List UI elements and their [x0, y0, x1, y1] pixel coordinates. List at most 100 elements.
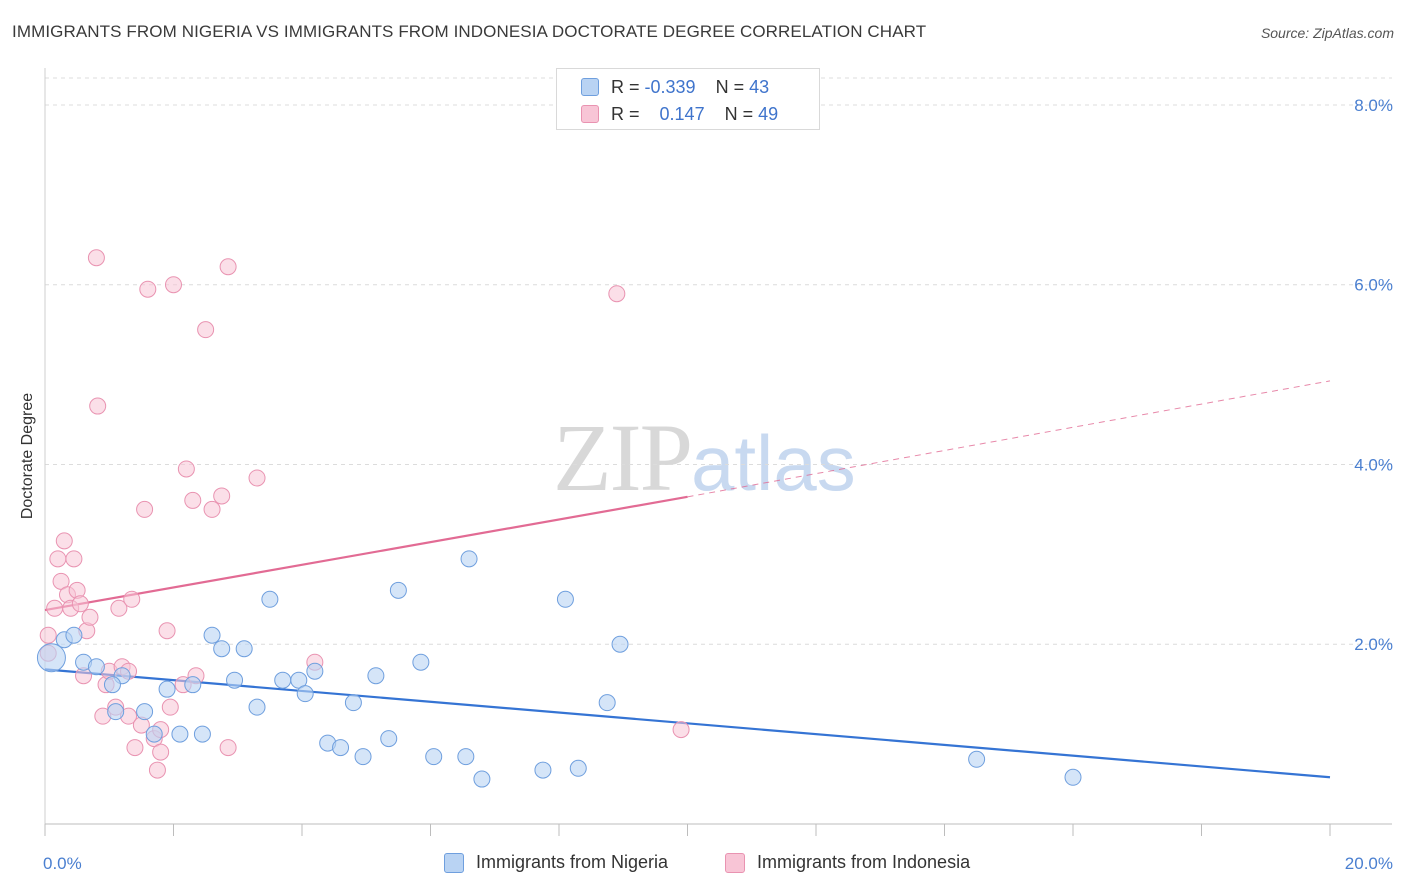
- data-point-nigeria: [274, 671, 292, 689]
- legend-swatch-indonesia: [581, 105, 599, 123]
- data-point-indonesia: [197, 321, 215, 339]
- data-point-nigeria: [968, 750, 986, 768]
- chart-title: IMMIGRANTS FROM NIGERIA VS IMMIGRANTS FR…: [12, 22, 927, 41]
- data-point-indonesia: [55, 532, 73, 550]
- x-tick-label: 20.0%: [1345, 854, 1393, 873]
- data-point-nigeria: [171, 725, 189, 743]
- data-point-indonesia: [81, 608, 99, 626]
- trend-line-indonesia: [44, 495, 688, 612]
- data-point-indonesia: [87, 249, 105, 267]
- data-point-nigeria: [412, 653, 430, 671]
- data-point-nigeria: [1064, 768, 1082, 786]
- data-point-nigeria: [598, 694, 616, 712]
- data-point-nigeria: [354, 748, 372, 766]
- data-point-indonesia: [219, 739, 237, 757]
- data-point-nigeria: [136, 703, 154, 721]
- data-point-nigeria: [556, 590, 574, 608]
- n-value-nigeria: 43: [749, 76, 770, 97]
- trend-lines: [44, 380, 1331, 779]
- data-point-indonesia: [672, 721, 690, 739]
- legend-label-indonesia: Immigrants from Indonesia: [757, 852, 971, 872]
- legend-item-indonesia[interactable]: Immigrants from Indonesia: [725, 852, 970, 873]
- r-label: R =: [611, 76, 640, 97]
- legend-text-nigeria: R = -0.339 N = 43: [611, 77, 769, 98]
- data-point-nigeria: [457, 748, 475, 766]
- data-point-indonesia: [165, 276, 182, 294]
- y-tick-label: 2.0%: [1354, 635, 1393, 654]
- data-point-nigeria: [460, 550, 478, 568]
- data-point-indonesia: [110, 599, 128, 617]
- data-point-nigeria: [611, 635, 629, 653]
- data-point-nigeria: [145, 725, 163, 743]
- data-point-nigeria: [36, 643, 66, 673]
- n-label: N =: [715, 76, 745, 97]
- data-point-indonesia: [219, 258, 237, 276]
- grid-lines: [45, 77, 1392, 645]
- data-point-indonesia: [248, 469, 266, 487]
- data-point-nigeria: [534, 761, 552, 779]
- data-point-indonesia: [148, 761, 166, 779]
- data-point-nigeria: [261, 590, 279, 608]
- r-value-nigeria: -0.339: [644, 76, 696, 97]
- data-point-nigeria: [332, 739, 350, 757]
- data-point-nigeria: [184, 676, 202, 694]
- data-point-indonesia: [39, 626, 57, 644]
- data-point-indonesia: [203, 500, 221, 518]
- data-point-indonesia: [213, 487, 231, 505]
- data-point-indonesia: [177, 460, 195, 478]
- data-point-nigeria: [248, 698, 266, 716]
- series-nigeria-points: [36, 550, 1082, 788]
- legend-label-nigeria: Immigrants from Nigeria: [476, 852, 669, 872]
- correlation-legend: R = -0.339 N = 43 R = 0.147 N = 49: [556, 68, 820, 130]
- data-point-nigeria: [158, 680, 176, 698]
- data-point-nigeria: [380, 730, 398, 748]
- legend-swatch-nigeria: [581, 78, 599, 96]
- trend-line-nigeria: [44, 668, 1331, 779]
- data-point-indonesia: [136, 500, 154, 518]
- data-point-indonesia: [139, 280, 157, 298]
- data-point-nigeria: [107, 703, 125, 721]
- n-value-indonesia: 49: [758, 103, 779, 124]
- data-point-indonesia: [126, 739, 144, 757]
- data-point-nigeria: [213, 640, 231, 658]
- r-value-indonesia: 0.147: [659, 103, 705, 124]
- legend-item-nigeria[interactable]: Immigrants from Nigeria: [444, 852, 668, 873]
- x-tick-label: 0.0%: [43, 854, 82, 873]
- data-point-nigeria: [203, 626, 221, 644]
- data-point-nigeria: [103, 676, 121, 694]
- data-point-indonesia: [65, 550, 83, 568]
- legend-text-indonesia: R = 0.147 N = 49: [611, 104, 778, 125]
- axes: [44, 68, 1392, 836]
- r-label: R =: [611, 103, 640, 124]
- legend-swatch-indonesia: [725, 852, 745, 873]
- n-label: N =: [724, 103, 754, 124]
- data-point-nigeria: [235, 640, 253, 658]
- data-point-indonesia: [123, 590, 141, 608]
- data-point-nigeria: [193, 725, 211, 743]
- data-point-indonesia: [158, 622, 176, 640]
- data-point-indonesia: [152, 743, 170, 761]
- data-point-nigeria: [569, 759, 587, 777]
- data-point-nigeria: [425, 748, 443, 766]
- data-point-nigeria: [296, 685, 314, 703]
- source-credit: Source: ZipAtlas.com: [1260, 25, 1394, 41]
- data-point-indonesia: [608, 285, 626, 303]
- data-point-indonesia: [46, 599, 64, 617]
- series-indonesia-points: [39, 249, 690, 779]
- y-tick-label: 8.0%: [1354, 96, 1393, 115]
- data-point-nigeria: [344, 694, 362, 712]
- series-legend: Immigrants from Nigeria Immigrants from …: [0, 852, 1406, 878]
- trend-line-indonesia-extension: [687, 380, 1331, 498]
- legend-swatch-nigeria: [444, 852, 464, 873]
- y-tick-label: 4.0%: [1354, 455, 1393, 474]
- data-point-nigeria: [473, 770, 491, 788]
- data-point-indonesia: [89, 397, 107, 415]
- data-point-nigeria: [65, 626, 83, 644]
- data-point-indonesia: [161, 698, 179, 716]
- data-point-nigeria: [226, 671, 244, 689]
- data-point-nigeria: [306, 662, 324, 680]
- data-point-indonesia: [71, 595, 89, 613]
- data-point-nigeria: [389, 581, 407, 599]
- y-tick-label: 6.0%: [1354, 276, 1393, 295]
